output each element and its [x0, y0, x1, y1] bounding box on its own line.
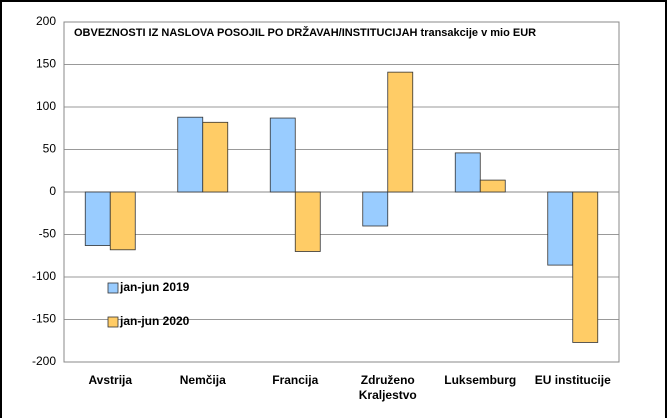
bar — [84, 191, 111, 246]
legend-swatch — [107, 316, 119, 328]
bar — [269, 117, 296, 193]
legend-swatch — [107, 282, 119, 294]
chart-title: OBVEZNOSTI IZ NASLOVA POSOJIL PO DRŽAVAH… — [74, 26, 536, 39]
y-tick-label: 0 — [49, 184, 56, 198]
x-tick-label: EU institucije — [534, 373, 611, 387]
plot-border — [63, 21, 620, 363]
legend-label: jan-jun 2019 — [119, 280, 190, 294]
y-tick-label: -200 — [32, 354, 56, 368]
legend-label: jan-jun 2020 — [119, 314, 190, 328]
bar — [109, 191, 136, 251]
x-tick-label: Luksemburg — [444, 373, 517, 387]
y-tick-label: -100 — [32, 269, 56, 283]
x-tick-label: Francija — [272, 373, 319, 387]
y-tick-label: 150 — [36, 57, 56, 71]
y-tick-label: -150 — [32, 312, 56, 326]
x-tick-label: Združeno Kraljestvo — [358, 373, 417, 402]
y-tick-label: -50 — [39, 227, 57, 241]
bar — [479, 179, 506, 193]
y-tick-label: 200 — [36, 14, 56, 28]
y-tick-label: 100 — [36, 99, 56, 113]
bar — [572, 191, 599, 343]
y-tick-label: 50 — [43, 142, 57, 156]
x-tick-label: Nemčija — [179, 373, 226, 387]
x-tick-label: Avstrija — [88, 373, 133, 387]
bar — [454, 152, 481, 193]
bar — [294, 191, 321, 252]
bar — [547, 191, 574, 266]
bar — [362, 191, 389, 227]
bar — [202, 121, 229, 193]
bar — [387, 71, 414, 193]
bar — [177, 116, 204, 193]
